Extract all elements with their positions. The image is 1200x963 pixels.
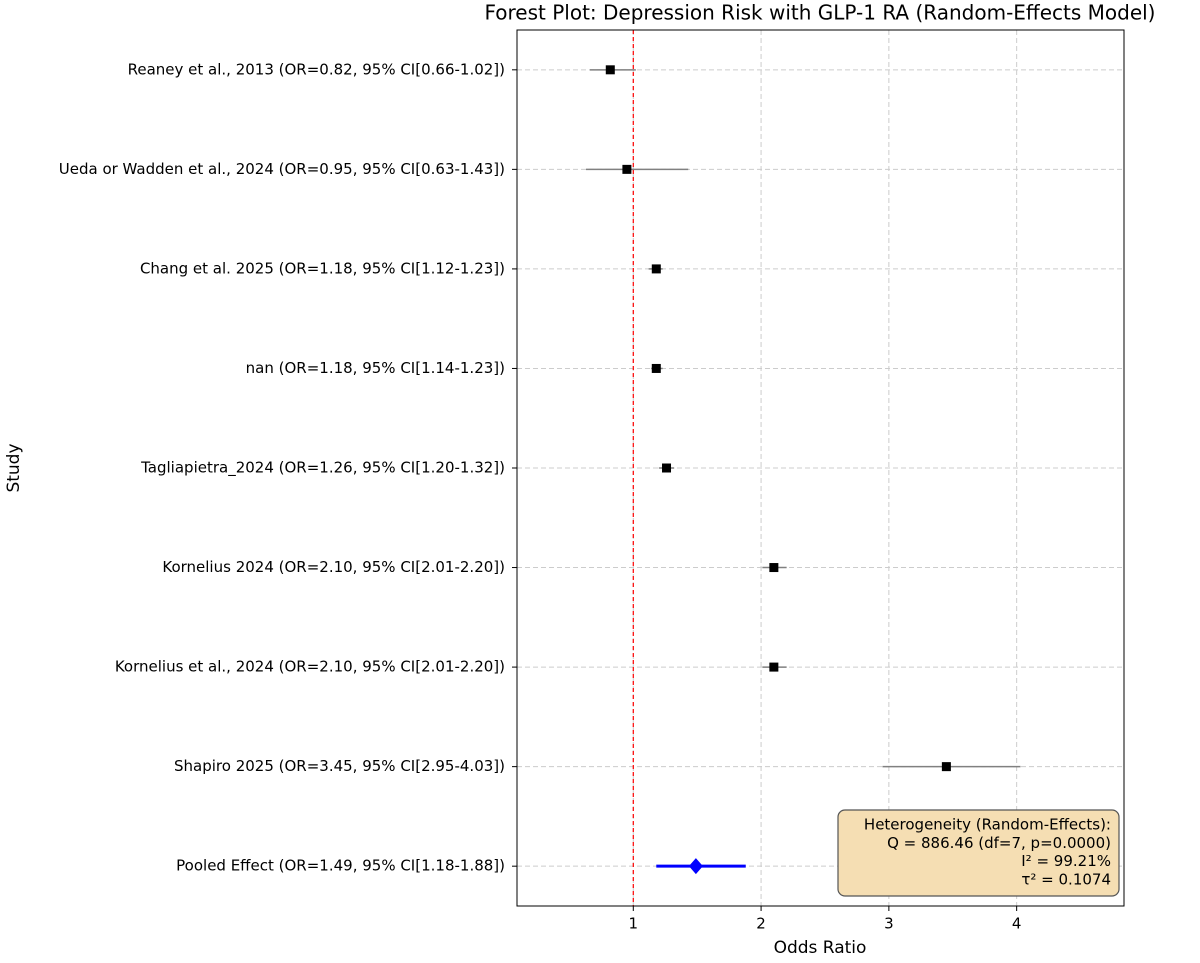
x-tick-label: 4: [1012, 915, 1022, 933]
point-estimate: [769, 563, 779, 573]
point-estimate: [651, 264, 661, 274]
chart-title: Forest Plot: Depression Risk with GLP-1 …: [485, 1, 1156, 25]
point-estimate: [662, 463, 672, 473]
annotation-text: τ² = 0.1074: [1021, 870, 1111, 888]
annotation-text: I² = 99.21%: [1021, 852, 1111, 870]
plot-frame: [516, 29, 1125, 907]
point-estimate: [769, 662, 779, 672]
point-estimate: [622, 164, 632, 174]
y-tick-label: nan (OR=1.18, 95% CI[1.14-1.23]): [246, 359, 505, 377]
x-tick-label: 2: [756, 915, 766, 933]
y-tick-label: Kornelius 2024 (OR=2.10, 95% CI[2.01-2.2…: [162, 558, 505, 576]
y-tick-label: Pooled Effect (OR=1.49, 95% CI[1.18-1.88…: [176, 857, 505, 875]
point-estimate: [941, 762, 951, 772]
point-estimate: [605, 65, 615, 75]
annotation-box: [837, 809, 1120, 897]
y-tick-label: Chang et al. 2025 (OR=1.18, 95% CI[1.12-…: [140, 259, 505, 277]
y-tick-label: Kornelius et al., 2024 (OR=2.10, 95% CI[…: [115, 658, 505, 676]
x-tick-label: 1: [629, 915, 639, 933]
annotation-text: Q = 886.46 (df=7, p=0.0000): [887, 834, 1111, 852]
x-axis-label: Odds Ratio: [774, 938, 867, 958]
annotation-text: Heterogeneity (Random-Effects):: [864, 816, 1111, 834]
pooled-estimate: [688, 858, 703, 875]
y-tick-label: Ueda or Wadden et al., 2024 (OR=0.95, 95…: [59, 160, 505, 178]
y-tick-label: Shapiro 2025 (OR=3.45, 95% CI[2.95-4.03]…: [174, 757, 505, 775]
y-tick-label: Reaney et al., 2013 (OR=0.82, 95% CI[0.6…: [128, 60, 505, 78]
point-estimate: [651, 363, 661, 373]
y-tick-label: Tagliapietra_2024 (OR=1.26, 95% CI[1.20-…: [140, 459, 505, 478]
x-tick-label: 3: [884, 915, 894, 933]
y-axis-label: Study: [4, 443, 24, 492]
